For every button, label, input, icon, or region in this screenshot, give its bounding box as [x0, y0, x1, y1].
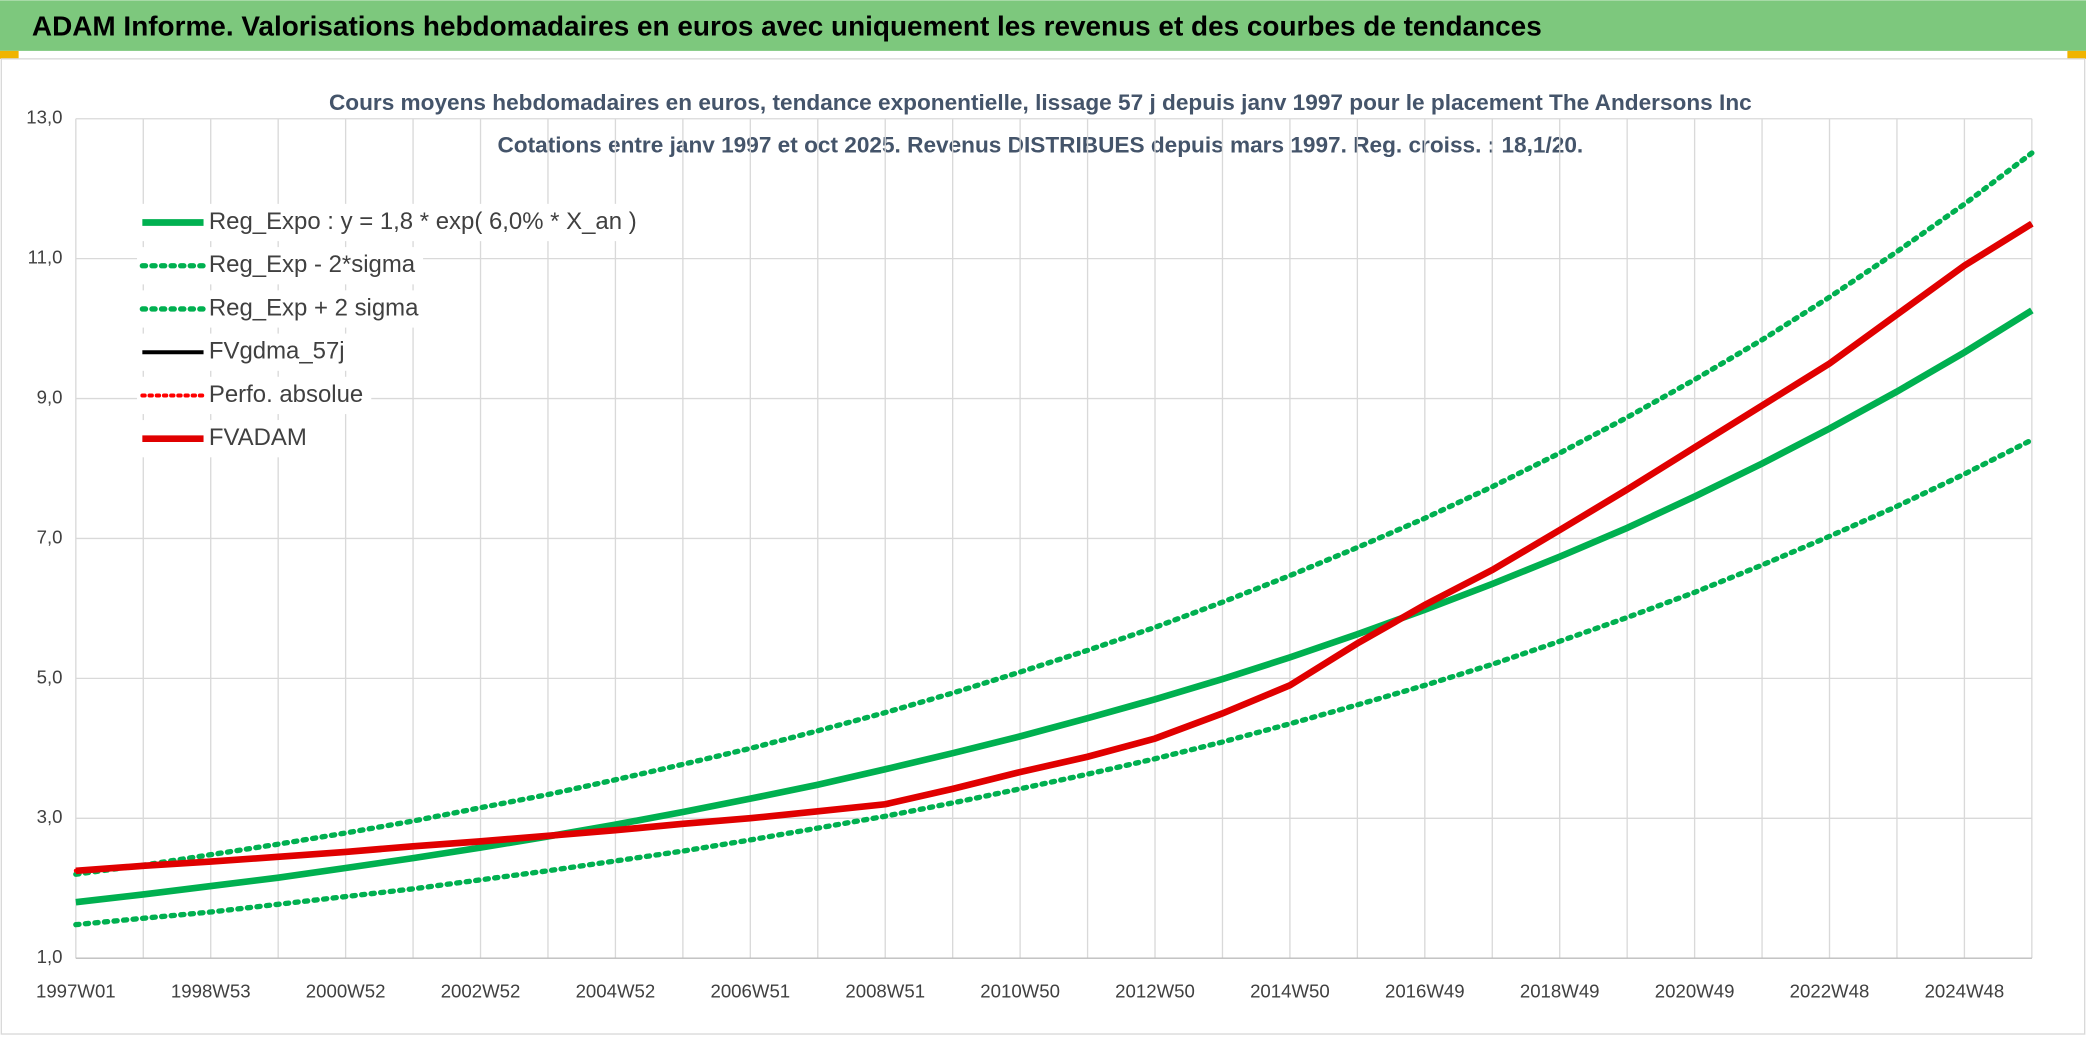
header-title: ADAM Informe. Valorisations hebdomadaire…	[32, 11, 1542, 42]
x-tick-label: 2020W49	[1655, 981, 1735, 1002]
y-tick-label: 13,0	[26, 107, 62, 128]
x-tick-label: 2008W51	[845, 981, 925, 1002]
y-tick-label: 9,0	[37, 386, 63, 407]
x-tick-label: 1997W01	[36, 981, 116, 1002]
series-line	[75, 307, 2034, 906]
chart-subtitle: Cotations entre janv 1997 et oct 2025. R…	[497, 133, 1583, 158]
y-tick-label: 5,0	[37, 666, 63, 687]
x-tick-label: 2018W49	[1520, 981, 1600, 1002]
series-line	[73, 150, 2035, 877]
x-tick-label: 2012W50	[1115, 981, 1195, 1002]
x-tick-label: 2014W50	[1250, 981, 1330, 1002]
x-tick-label: 2010W50	[980, 981, 1060, 1002]
legend-background	[137, 203, 645, 242]
corner-mark	[0, 50, 19, 59]
legend-label: Perfo. absolue	[209, 381, 363, 408]
x-tick-label: 2000W52	[306, 981, 386, 1002]
corner-mark	[2067, 50, 2086, 59]
x-tick-label: 2024W48	[1925, 981, 2005, 1002]
chart-border	[0, 58, 2086, 1035]
chart-title: Cours moyens hebdomadaires en euros, ten…	[329, 90, 1752, 115]
y-tick-label: 11,0	[28, 247, 63, 268]
series-line	[73, 437, 2035, 928]
x-tick-label: 2022W48	[1790, 981, 1870, 1002]
legend-label: Reg_Expo : y = 1,8 * exp( 6,0% * X_an )	[209, 208, 637, 235]
x-tick-label: 2002W52	[441, 981, 521, 1002]
legend-label: FVADAM	[209, 424, 307, 451]
y-tick-label: 3,0	[37, 806, 63, 827]
x-tick-label: 1998W53	[171, 981, 251, 1002]
y-tick-label: 7,0	[37, 526, 63, 547]
header-bar	[0, 0, 2086, 51]
legend-label: FVgdma_57j	[209, 338, 345, 365]
legend-background	[137, 376, 372, 415]
legend-label: Reg_Exp - 2*sigma	[209, 251, 416, 278]
series-line	[75, 220, 2034, 875]
legend-label: Reg_Exp + 2 sigma	[209, 294, 419, 321]
x-tick-label: 2006W51	[710, 981, 790, 1002]
x-tick-label: 2016W49	[1385, 981, 1465, 1002]
x-tick-label: 2004W52	[576, 981, 656, 1002]
y-tick-label: 1,0	[37, 946, 63, 967]
